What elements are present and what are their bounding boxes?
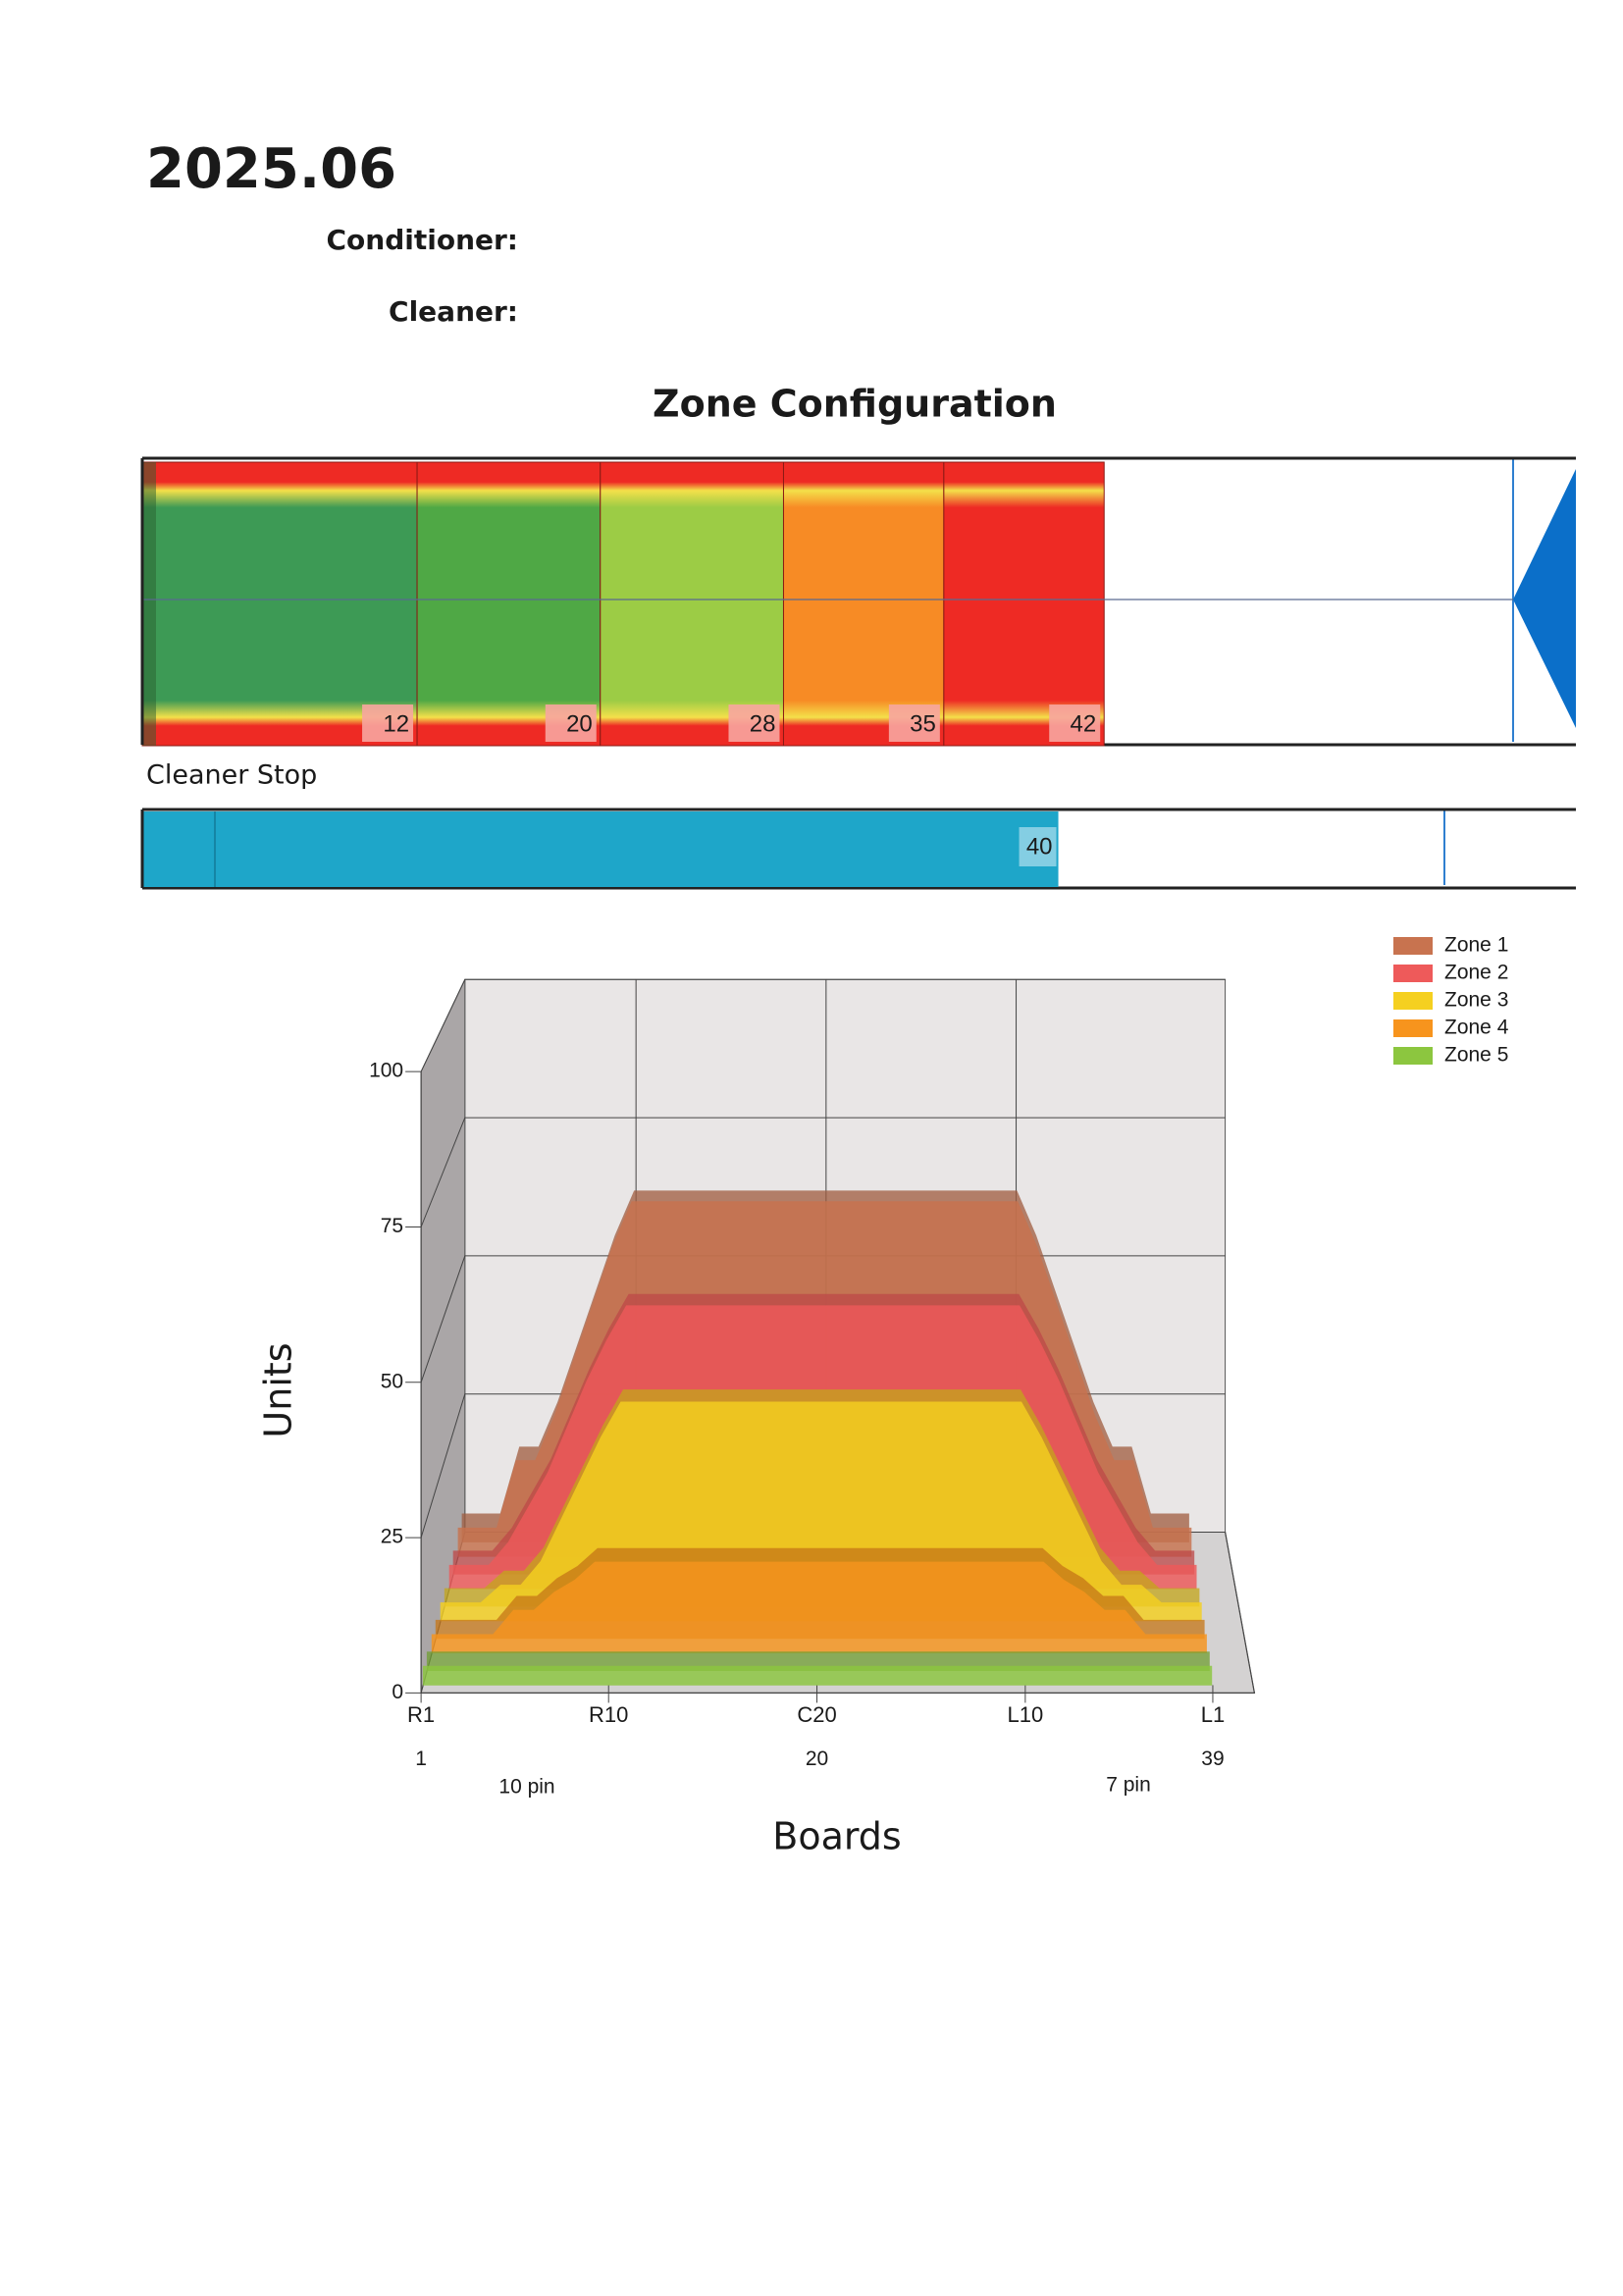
legend-label: Zone 2 bbox=[1444, 962, 1508, 984]
x-tick-label: L10 bbox=[1008, 1702, 1044, 1727]
y-tick-label: 100 bbox=[369, 1060, 403, 1082]
legend-swatch bbox=[1393, 1047, 1433, 1065]
zone-config-title: Zone Configuration bbox=[653, 383, 1057, 426]
board-number: 39 bbox=[1201, 1748, 1224, 1770]
zone-end-label: 28 bbox=[750, 710, 776, 737]
cleaner-label-box bbox=[1019, 827, 1057, 866]
axis-frame bbox=[420, 1071, 1256, 1695]
zone-end-label-box bbox=[545, 704, 597, 742]
pin-label: 7 pin bbox=[1106, 1774, 1151, 1797]
zone-end-label: 12 bbox=[383, 710, 409, 737]
zone-end-label: 20 bbox=[566, 710, 593, 737]
grid-line bbox=[420, 1117, 1226, 1227]
zone-end-label: 35 bbox=[910, 710, 936, 737]
lane-zone bbox=[943, 461, 1105, 747]
cleaner-value-label: 40 bbox=[1026, 833, 1053, 860]
y-tick-label: 50 bbox=[381, 1370, 403, 1392]
y-tick-label: 0 bbox=[392, 1681, 403, 1703]
zone-area bbox=[422, 1665, 1213, 1686]
legend-label: Zone 5 bbox=[1444, 1044, 1508, 1067]
board-number: 1 bbox=[415, 1748, 427, 1770]
legend-label: Zone 4 bbox=[1444, 1017, 1509, 1039]
legend-label: Zone 3 bbox=[1444, 989, 1508, 1012]
zone-end-label-box bbox=[728, 704, 780, 742]
zone-end-label-box bbox=[888, 704, 940, 742]
zone-end-label-box bbox=[1049, 704, 1101, 742]
grid-line bbox=[420, 978, 1226, 1072]
y-tick-label: 75 bbox=[381, 1215, 403, 1237]
zone-end-label-box bbox=[362, 704, 414, 742]
x-tick-label: R1 bbox=[407, 1702, 435, 1727]
legend-swatch bbox=[1393, 937, 1433, 955]
legend-label: Zone 1 bbox=[1444, 934, 1508, 957]
lane-zone bbox=[416, 461, 602, 747]
y-axis-label: Units bbox=[257, 1342, 300, 1437]
x-tick-label: C20 bbox=[797, 1702, 836, 1727]
board-number: 20 bbox=[806, 1748, 828, 1770]
pin-label: 10 pin bbox=[498, 1776, 554, 1799]
cleaner-bar bbox=[142, 811, 1059, 887]
zone-end-label: 42 bbox=[1071, 710, 1097, 737]
cleaner-label: Cleaner: bbox=[389, 295, 518, 328]
pin-deck-marker bbox=[1513, 469, 1576, 728]
conditioner-label: Conditioner: bbox=[326, 224, 518, 256]
y-tick-label: 25 bbox=[381, 1526, 403, 1548]
cleaner-stop-label: Cleaner Stop bbox=[146, 760, 317, 791]
x-axis-label: Boards bbox=[772, 1815, 901, 1858]
lane-zone bbox=[782, 461, 945, 747]
x-tick-label: L1 bbox=[1201, 1702, 1225, 1727]
lane-zone bbox=[600, 461, 784, 747]
lane-zone bbox=[141, 461, 418, 747]
legend-swatch bbox=[1393, 965, 1433, 982]
x-tick-label: R10 bbox=[589, 1702, 628, 1727]
legend-swatch bbox=[1393, 992, 1433, 1010]
report-title: 2025.06 bbox=[146, 137, 396, 201]
legend-swatch bbox=[1393, 1019, 1433, 1037]
zone-area bbox=[431, 1561, 1207, 1653]
lane-left-strip bbox=[142, 462, 156, 746]
